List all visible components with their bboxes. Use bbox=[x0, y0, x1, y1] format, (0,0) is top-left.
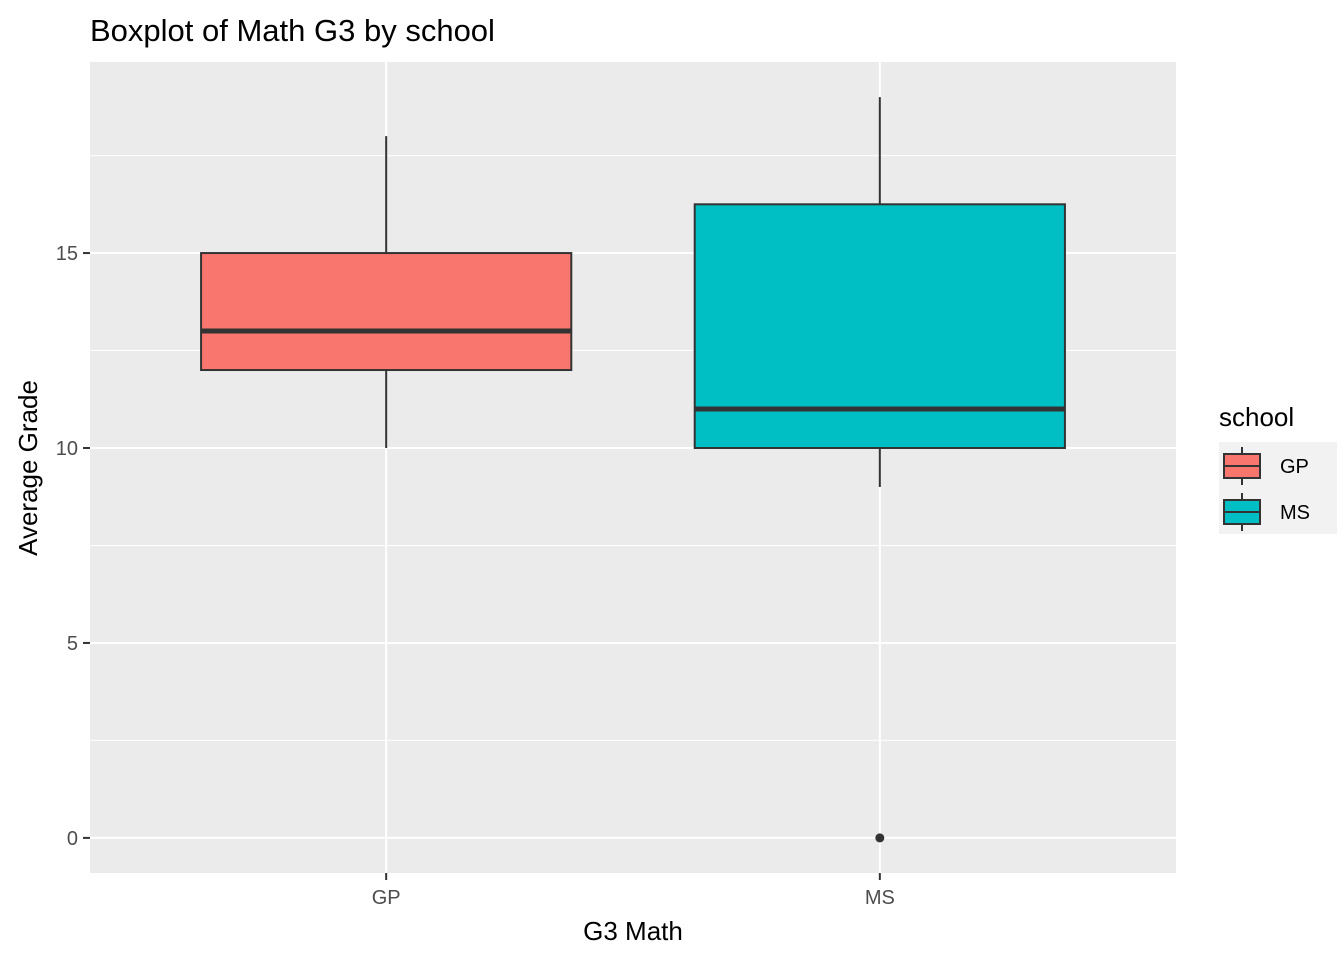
y-tick-label: 15 bbox=[56, 243, 78, 265]
y-tick-label: 10 bbox=[56, 438, 78, 460]
x-tick-label: MS bbox=[865, 887, 895, 909]
y-tick-label: 0 bbox=[67, 828, 78, 850]
legend-key-gp bbox=[1223, 447, 1261, 485]
box-gp bbox=[200, 136, 573, 449]
box-body bbox=[200, 252, 573, 372]
outlier-point bbox=[875, 833, 885, 843]
box-ms bbox=[693, 97, 1066, 843]
x-axis: GP MS bbox=[372, 873, 895, 909]
x-tick-label: GP bbox=[372, 887, 401, 909]
y-tick-label: 5 bbox=[67, 633, 78, 655]
legend: school GP MS bbox=[1219, 402, 1337, 534]
legend-label: GP bbox=[1280, 456, 1309, 478]
plot-panel bbox=[90, 62, 1176, 873]
legend-title: school bbox=[1219, 402, 1294, 432]
y-axis-title: Average Grade bbox=[13, 380, 43, 556]
y-axis: 0 5 10 15 bbox=[56, 243, 90, 850]
legend-label: MS bbox=[1280, 502, 1310, 524]
chart-title: Boxplot of Math G3 by school bbox=[90, 13, 495, 48]
legend-key-ms bbox=[1223, 493, 1261, 531]
x-axis-title: G3 Math bbox=[583, 916, 683, 946]
boxes-layer bbox=[200, 97, 1066, 843]
